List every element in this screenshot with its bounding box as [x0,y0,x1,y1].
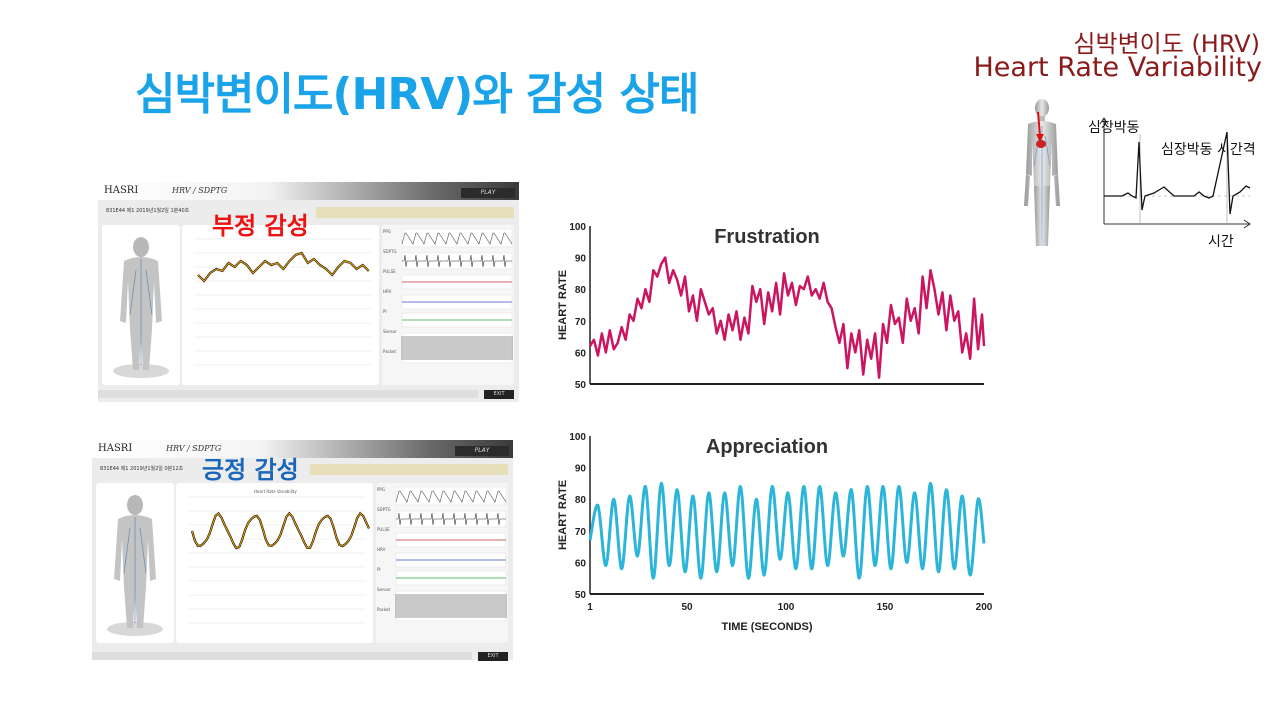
signal-label: Sensor [383,329,397,334]
playback-scrollbar[interactable] [98,390,478,398]
mini-graph-title: Heart Rate Variability [254,489,297,494]
frustration-chart: 50 60 70 80 90 100 HEART RATE Frustration [557,222,986,391]
body-figure [107,495,163,636]
ecg-x-label: 시간 [1208,234,1234,250]
signal-label: Packet [377,607,391,612]
y-tick-label: 90 [575,254,587,265]
x-tick-label: 50 [681,602,693,613]
x-tick-label: 100 [778,602,795,613]
hrv-heading-english: Heart Rate Variability [973,52,1263,83]
y-tick-label: 70 [575,317,587,328]
signal-panel: PPG SDPTG PULSE HRV PI Sensor Packet [382,225,514,385]
sdptg-wave [402,254,512,268]
session-info: 831E44 제1 2019년1월2일 0분12초 [100,466,184,472]
signal-strips: PPG SDPTG PULSE HRV PI Sensor Packet [383,228,513,364]
signal-strips: PPG SDPTG PULSE HRV PI Sensor Packet [377,486,507,622]
hrv-trace [197,252,370,282]
session-info: 831E44 제1 2019년1월2일 1분40초 [106,208,190,214]
exit-button[interactable]: EXIT [484,390,514,399]
page-title: 심박변이도(HRV)와 감성 상태 [135,69,699,120]
signal-panel: PPG SDPTG PULSE HRV PI Sensor Packet [376,483,508,643]
series-line [588,256,986,379]
hrv-trace-shadow [190,511,370,550]
signal-label: PI [383,309,387,314]
signal-label: PI [377,567,381,572]
y-tick-label: 80 [575,495,587,506]
ppg-wave [401,232,513,245]
status-bar [316,207,514,218]
y-tick-label: 100 [569,222,586,233]
app-header-title: HRV / SDPTG [172,186,228,195]
chart-title: Frustration [714,226,820,248]
positive-emotion-label: 긍정 감성 [202,456,299,484]
signal-strip [401,228,513,248]
status-bar [310,464,508,475]
app-header-title: HRV / SDPTG [166,444,222,453]
play-button[interactable]: PLAY [455,446,509,456]
hrv-mini-graph [194,238,372,366]
ecg-trace [1104,131,1251,215]
y-tick-label: 70 [575,527,587,538]
y-tick-label: 90 [575,464,587,475]
negative-emotion-label: 부정 감성 [212,212,309,240]
y-tick-label: 60 [575,348,587,359]
y-axis-label: HEART RATE [557,270,569,340]
y-tick-label: 50 [575,590,587,601]
x-tick-label: 150 [877,602,894,613]
hrv-heading-korean: 심박변이도 (HRV) [1073,30,1260,58]
signal-label: SDPTG [383,249,397,254]
body-figure [113,237,169,378]
ecg-y-label: 심장박동 [1088,120,1140,136]
play-button[interactable]: PLAY [461,188,515,198]
playback-scrollbar[interactable] [92,652,472,660]
y-tick-label: 50 [575,380,587,391]
signal-strip [401,332,513,364]
exit-button[interactable]: EXIT [478,652,508,661]
x-tick-label: 200 [976,602,993,613]
arrow-head-icon [1036,134,1044,142]
chart-title: Appreciation [706,436,828,458]
signal-label: HRV [383,289,392,294]
body-figure-card [96,483,174,643]
packet-signal [401,336,513,360]
body-figure-card [102,225,180,385]
hrv-mini-graph: Heart Rate Variability [188,489,370,624]
app-logo: HASRI [104,185,139,196]
signal-label: SDPTG [377,507,391,512]
human-body-heart-illustration [1024,99,1060,246]
signal-label: PULSE [383,269,396,274]
signal-label: PPG [377,487,385,492]
ecg-interval-label: 심장박동 시간격 [1161,142,1256,158]
hrv-trace [191,512,370,549]
y-tick-label: 80 [575,285,587,296]
hrv-software-screenshot-positive: HASRI HRV / SDPTG PLAY 831E44 제1 2019년1월… [92,440,513,661]
signal-strip [395,590,507,622]
app-header: HASRI HRV / SDPTG PLAY [92,440,513,458]
signal-label: PULSE [377,527,390,532]
signal-label: Packet [383,349,397,354]
app-logo: HASRI [98,443,133,454]
x-axis-label: TIME (SECONDS) [721,621,812,633]
sdptg-wave [396,512,506,526]
signal-strip [395,486,507,506]
y-axis-label: HEART RATE [557,480,569,550]
signal-label: HRV [377,547,386,552]
app-header: HASRI HRV / SDPTG PLAY [98,182,519,200]
signal-label: PPG [383,229,391,234]
x-tick-label: 1 [587,602,593,613]
packet-signal [395,594,507,618]
signal-label: Sensor [377,587,391,592]
hrv-graph-card: Heart Rate Variability [176,483,373,643]
ecg-diagram: 심장박동 심장박동 시간격 시간 [1088,117,1256,250]
heart-arrow [1037,111,1041,137]
y-tick-label: 60 [575,558,587,569]
y-tick-label: 100 [569,432,586,443]
series-line [588,481,986,580]
hrv-software-screenshot-negative: HASRI HRV / SDPTG PLAY 831E44 제1 2019년1월… [98,182,519,402]
hrv-graph-card [182,225,379,385]
ppg-wave [395,490,507,503]
